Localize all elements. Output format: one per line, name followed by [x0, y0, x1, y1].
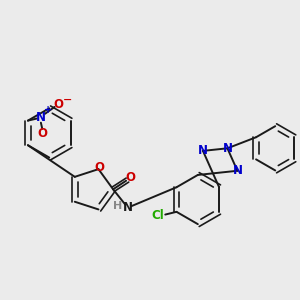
- Text: O: O: [126, 171, 136, 184]
- Text: N: N: [222, 142, 233, 155]
- Text: O: O: [37, 127, 47, 140]
- Text: H: H: [112, 201, 122, 212]
- Text: N: N: [198, 144, 208, 158]
- Text: Cl: Cl: [152, 209, 164, 222]
- Text: N: N: [36, 111, 46, 124]
- Text: −: −: [63, 95, 72, 105]
- Text: +: +: [44, 105, 52, 115]
- Text: O: O: [94, 161, 104, 174]
- Text: N: N: [232, 164, 242, 177]
- Text: N: N: [123, 201, 133, 214]
- Text: O: O: [53, 98, 63, 111]
